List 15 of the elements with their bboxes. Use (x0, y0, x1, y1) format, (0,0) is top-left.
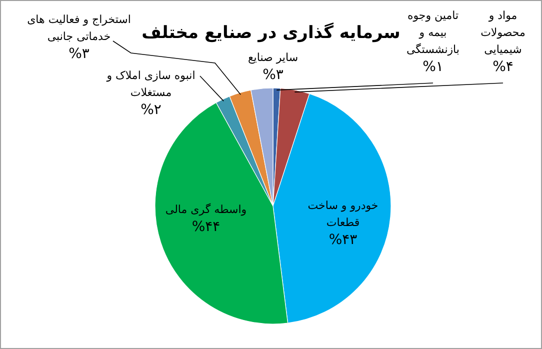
slice-label: واسطه گری مالی (164, 202, 248, 218)
slice-label: تامین وجوه بیمه و بازنشستگی (406, 8, 460, 58)
data-label: %۲ (140, 101, 162, 120)
data-label: %۴۳ (328, 231, 358, 250)
data-label: %۱ (422, 58, 444, 77)
data-label: %۴۴ (190, 218, 222, 237)
slice-label: خودرو و ساخت قطعات (306, 198, 380, 231)
text: سرمایه گذاری در صنایع مختلف (142, 23, 400, 43)
data-label: %۳ (68, 45, 90, 64)
slice-label: سایر صنایع (246, 50, 300, 66)
slice-label: انبوه سازی املاک و مستغلات (105, 68, 196, 101)
slice-label: مواد و محصولات شیمیایی (480, 8, 526, 58)
data-label: %۴ (492, 58, 514, 77)
slice-label: استخراج و فعالیت های خدماتی جانبی (26, 12, 132, 45)
data-label: %۳ (262, 66, 284, 85)
